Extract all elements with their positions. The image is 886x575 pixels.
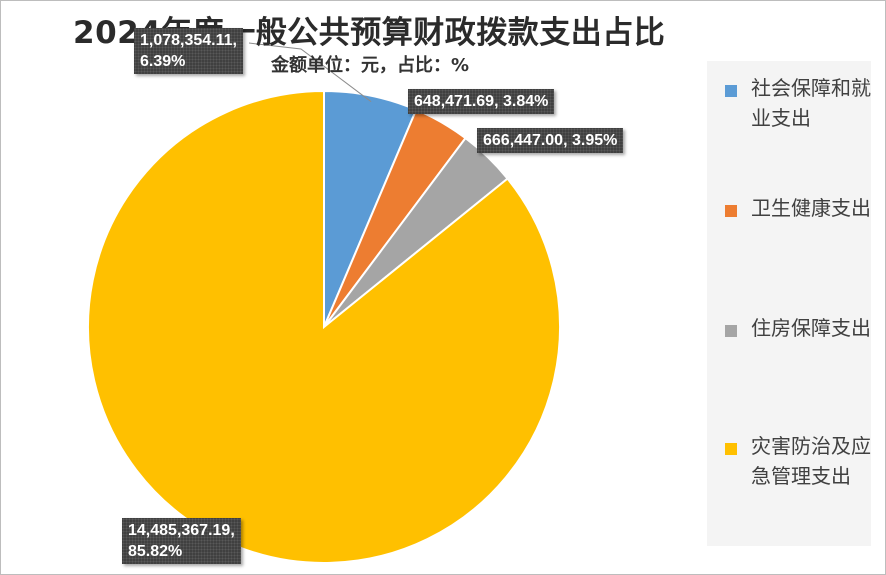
data-label-health: 648,471.69, 3.84% — [408, 89, 555, 114]
data-label-value: 14,485,367.19, — [128, 522, 235, 539]
data-label-social-security: 1,078,354.11, 6.39% — [134, 28, 243, 74]
data-label-percent: 3.84% — [502, 93, 549, 110]
data-label-housing: 666,447.00, 3.95% — [477, 128, 624, 153]
data-label-value: 1,078,354.11, — [140, 32, 237, 49]
legend-swatch — [725, 205, 737, 217]
legend-label: 住房保障支出 — [751, 316, 871, 340]
data-label-percent: 85.82% — [128, 543, 183, 560]
legend-item-housing: 住房保障支出 — [707, 313, 871, 375]
legend-swatch — [725, 325, 737, 337]
legend: 社会保障和就业支出 卫生健康支出 住房保障支出 灾害防治及应急管理支出 — [707, 61, 871, 546]
legend-label: 卫生健康支出 — [751, 196, 871, 220]
legend-item-disaster: 灾害防治及应急管理支出 — [707, 431, 871, 523]
chart-subtitle: 金额单位：元，占比：% — [271, 55, 470, 76]
data-label-disaster: 14,485,367.19, 85.82% — [122, 518, 241, 564]
legend-label: 灾害防治及应急管理支出 — [751, 434, 871, 488]
leader-line — [248, 42, 372, 103]
legend-swatch — [725, 85, 737, 97]
data-label-value: 666,447.00, — [483, 132, 568, 149]
legend-item-social-security: 社会保障和就业支出 — [707, 73, 871, 135]
legend-label: 社会保障和就业支出 — [751, 76, 871, 130]
data-label-value: 648,471.69, — [414, 93, 499, 110]
data-label-percent: 6.39% — [140, 53, 186, 70]
legend-item-health: 卫生健康支出 — [707, 193, 871, 255]
data-label-percent: 3.95% — [571, 132, 618, 149]
legend-swatch — [725, 443, 737, 455]
